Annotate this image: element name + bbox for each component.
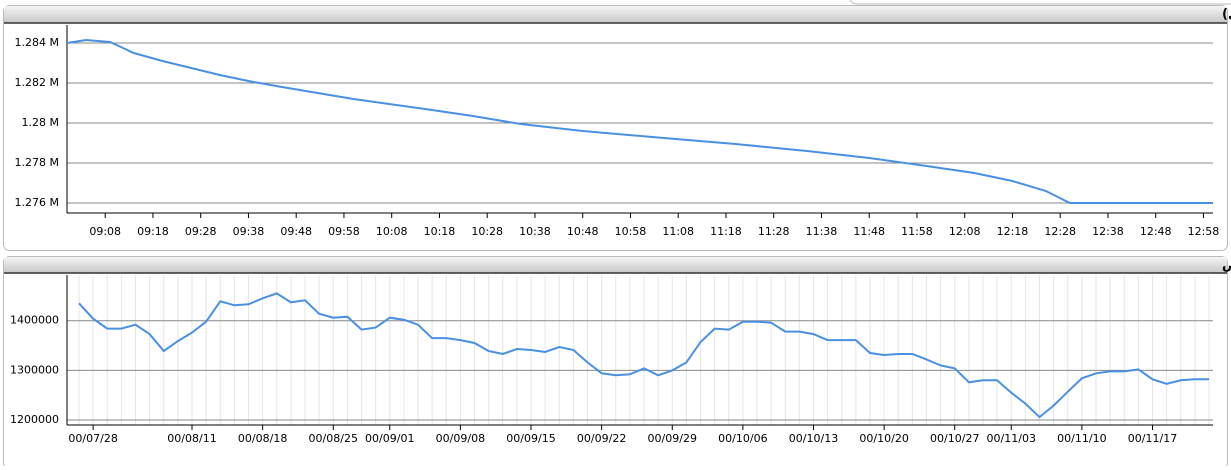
x-tick-label: 10:28 (471, 225, 503, 238)
line (66, 38, 1213, 204)
x-tick-label: 00/11/17 (1128, 432, 1177, 445)
x-tick-label: 00/10/27 (930, 432, 979, 445)
x-tick-label: 00/08/18 (238, 432, 287, 445)
chart-title: نمودار شاخص (1222, 258, 1231, 273)
x-tick-label: 10:48 (567, 225, 599, 238)
x-tick-label: 10:58 (615, 225, 647, 238)
x-tick-label: 11:58 (901, 225, 933, 238)
y-tick-label: 1.28 M (22, 116, 59, 129)
chart-title: شاخص کل (آخرین روز معاملاتی) (1222, 5, 1231, 22)
x-tick-label: 09:18 (137, 225, 169, 238)
x-tick-label: 00/07/28 (68, 432, 117, 445)
x-tick-label: 11:08 (662, 225, 694, 238)
x-tick-label: 00/10/13 (789, 432, 838, 445)
x-tick-label: 09:48 (280, 225, 312, 238)
x-tick-label: 00/09/01 (365, 432, 414, 445)
x-tick-label: 09:08 (89, 225, 121, 238)
panel (3, 5, 1228, 251)
y-tick-label: 1300000 (10, 363, 59, 376)
x-tick-label: 12:08 (949, 225, 981, 238)
y-tick-label: 1400000 (10, 314, 59, 327)
y-tick-label: 1.284 M (15, 36, 59, 49)
x-tick-label: 12:18 (997, 225, 1029, 238)
panel-header (4, 6, 1227, 23)
x-tick-label: 12:48 (1140, 225, 1172, 238)
x-tick-label: 00/09/15 (506, 432, 555, 445)
y-tick-label: 1.282 M (15, 76, 59, 89)
y-tick-label: 1.278 M (15, 156, 59, 169)
panel-header (4, 257, 1227, 273)
x-tick-label: 00/11/03 (987, 432, 1036, 445)
x-tick-label: 11:38 (806, 225, 838, 238)
x-tick-label: 00/10/20 (859, 432, 908, 445)
x-tick-label: 00/09/08 (436, 432, 485, 445)
x-tick-label: 10:08 (376, 225, 408, 238)
x-tick-label: 11:28 (758, 225, 790, 238)
x-tick-label: 11:48 (853, 225, 885, 238)
x-tick-label: 09:38 (233, 225, 265, 238)
x-tick-label: 00/10/06 (718, 432, 767, 445)
x-tick-label: 00/09/22 (577, 432, 626, 445)
x-tick-label: 00/09/29 (648, 432, 697, 445)
y-tick-label: 1.276 M (15, 196, 59, 209)
x-tick-label: 12:58 (1188, 225, 1220, 238)
x-tick-label: 09:28 (185, 225, 217, 238)
x-tick-label: 00/11/10 (1057, 432, 1106, 445)
x-tick-label: 00/08/11 (167, 432, 216, 445)
line (78, 292, 1209, 419)
tab-edge (849, 0, 1231, 5)
x-tick-label: 09:58 (328, 225, 360, 238)
x-tick-label: 10:18 (424, 225, 456, 238)
x-tick-label: 12:28 (1044, 225, 1076, 238)
x-tick-label: 10:38 (519, 225, 551, 238)
x-tick-label: 00/08/25 (309, 432, 358, 445)
x-tick-label: 11:18 (710, 225, 742, 238)
x-tick-label: 12:38 (1092, 225, 1124, 238)
y-tick-label: 1200000 (10, 413, 59, 426)
